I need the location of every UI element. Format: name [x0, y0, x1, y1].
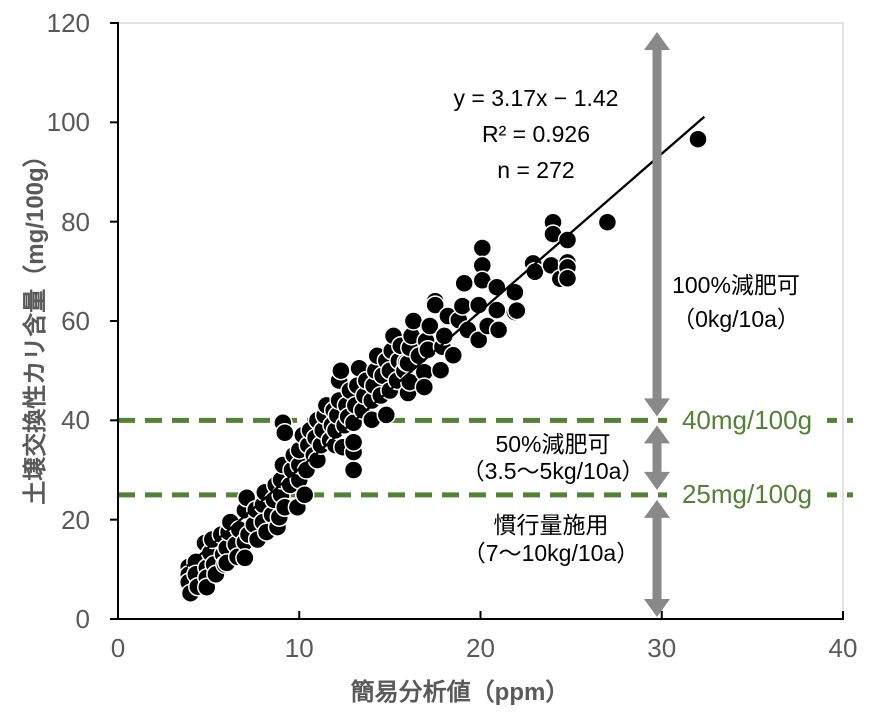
x-tick-label: 20 — [466, 633, 495, 663]
scatter-points — [178, 129, 708, 603]
zone-subtitle: （7～10kg/10a） — [462, 540, 640, 566]
axis-tick-marks — [110, 22, 844, 620]
x-axis-title: 簡易分析値（ppm） — [350, 679, 570, 706]
zone-label-100pct-reduction: 100%減肥可 （0kg/10a） — [586, 268, 879, 336]
x-tick-label: 40 — [828, 633, 858, 663]
x-tick-label: 10 — [284, 633, 314, 663]
threshold-label-25mg: 25mg/100g — [667, 479, 827, 509]
regression-stats: y = 3.17x − 1.42 R² = 0.926 n = 272 — [376, 80, 696, 188]
range-arrows — [644, 32, 670, 617]
zone-subtitle: （3.5～5kg/10a） — [461, 458, 645, 484]
y-tick-label: 60 — [61, 306, 90, 336]
y-tick-label: 100 — [46, 107, 90, 138]
zone-title: 100%減肥可 — [672, 272, 800, 298]
zone-label-conventional: 慣行量施用 （7～10kg/10a） — [401, 511, 701, 567]
zone-label-50pct-reduction: 50%減肥可 （3.5～5kg/10a） — [403, 431, 703, 485]
x-tick-label: 30 — [647, 633, 677, 663]
zone-subtitle: （0kg/10a） — [672, 306, 800, 332]
y-tick-label: 20 — [61, 504, 90, 535]
equation-label: y = 3.17x − 1.42 — [453, 85, 619, 111]
zone-title: 慣行量施用 — [493, 512, 609, 538]
y-tick-label: 40 — [61, 405, 90, 436]
trend-line — [186, 115, 706, 568]
y-tick-label: 0 — [75, 604, 90, 634]
n-label: n = 272 — [497, 157, 575, 183]
plot-border-lines — [118, 22, 844, 619]
y-tick-label: 120 — [46, 8, 90, 38]
zone-title: 50%減肥可 — [495, 431, 611, 457]
threshold-label-40mg: 40mg/100g — [667, 405, 827, 435]
x-tick-label: 0 — [110, 633, 126, 663]
r-squared-label: R² = 0.926 — [481, 121, 591, 147]
y-tick-label: 80 — [61, 206, 90, 237]
